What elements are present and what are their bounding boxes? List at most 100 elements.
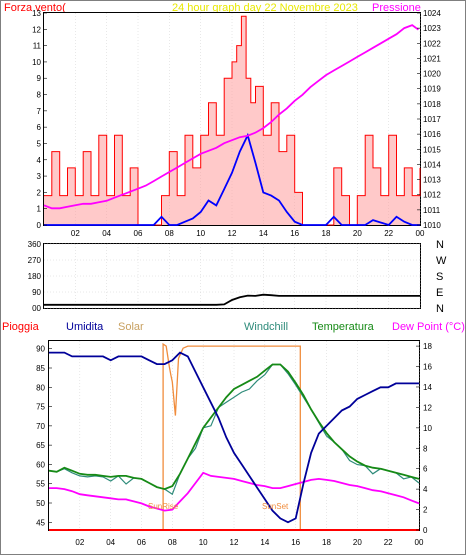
wind-tick-label: 2 [37,188,42,197]
x-tick-label: 06 [137,538,146,547]
wind-tick-label: 11 [33,42,42,51]
windchill-line [48,363,420,496]
pressure-tick-label: 1021 [423,54,441,63]
compass-label-n-top: N [436,239,444,251]
humidity-tick-label: 60 [36,460,45,469]
wind-average-series [44,132,420,227]
x-tick-label: 18 [322,229,331,238]
temperature-tick-label: 18 [423,342,432,351]
direction-tick-label: 360 [28,240,42,249]
x-tick-label: 00 [415,538,424,547]
wind-direction-line [44,293,420,306]
wind-tick-label: 6 [37,123,42,132]
compass-label-s: S [436,271,443,283]
x-tick-label: 20 [353,229,362,238]
pressure-tick-label: 1014 [423,160,441,169]
humidity-tick-label: 80 [36,383,45,392]
pressure-axis-ticks: 1010 1011 1012 1013 1014 1015 1016 1017 1018 1019… [417,9,441,230]
wind-tick-label: 3 [37,172,42,181]
x-tick-label: 02 [71,229,80,238]
temperature-tick-label: 10 [423,424,432,433]
wind-tick-label: 0 [37,221,42,230]
pressure-tick-label: 1023 [423,24,441,33]
direction-tick-label: 00 [32,304,41,313]
x-tick-label: 04 [102,229,111,238]
compass-label-e: E [436,287,443,299]
x-tick-label: 22 [384,229,393,238]
temperature-tick-label: 2 [423,506,428,515]
header-title: 24 hour graph day 22 Novembre 2023 [172,2,358,14]
hour-axis-ticks: 02 04 06 08 10 12 14 16 18 20 22 00 [71,229,425,238]
x-tick-label: 22 [384,538,393,547]
x-tick-label: 16 [291,538,300,547]
pressure-tick-label: 1013 [423,176,441,185]
wind-direction-plot-area [43,243,421,309]
x-tick-label: 06 [134,229,143,238]
x-tick-label: 14 [260,538,269,547]
legend-dew-point: Dew Point (°C) [392,321,465,333]
x-tick-label: 14 [259,229,268,238]
compass-labels: N W S E N [436,239,447,315]
humidity-tick-label: 70 [36,422,45,431]
wind-tick-label: 10 [32,58,41,67]
pressure-tick-label: 1015 [423,145,441,154]
humidity-line [49,351,419,524]
humidity-tick-label: 85 [36,364,45,373]
temperature-tick-label: 16 [423,363,432,372]
x-tick-label: 02 [75,538,84,547]
compass-label-n-bottom: N [436,303,444,315]
solar-series [162,342,301,530]
wind-average-line [44,132,420,227]
wind-tick-label: 13 [32,9,41,18]
humidity-tick-label: 45 [36,518,45,527]
pressure-tick-label: 1011 [423,206,441,215]
direction-tick-label: 270 [28,256,42,265]
pressure-tick-label: 1017 [423,115,441,124]
compass-label-w: W [436,255,447,267]
x-tick-label: 08 [165,229,174,238]
temperature-tick-label: 4 [423,485,428,494]
pressure-tick-label: 1019 [423,85,441,94]
temperature-line [48,363,420,491]
x-tick-label: 18 [322,538,331,547]
pressure-tick-label: 1012 [423,191,441,200]
humidity-tick-label: 50 [36,499,45,508]
x-tick-label: 12 [230,538,239,547]
pressure-line [43,24,419,210]
wind-gust-line [44,15,421,226]
temperature-tick-label: 0 [423,526,428,535]
x-tick-label: 00 [416,229,425,238]
wind-direction-panel: 00 90 180 270 360 N W S E N [28,239,447,315]
sunrise-annotation: SunRise [148,502,179,511]
temperature-tick-label: 14 [423,383,432,392]
humidity-tick-label: 55 [36,480,45,489]
wind-tick-label: 7 [37,107,42,116]
x-tick-label: 08 [168,538,177,547]
pressure-tick-label: 1018 [423,100,441,109]
pressure-tick-label: 1020 [423,70,441,79]
x-tick-label: 04 [106,538,115,547]
x-tick-label: 16 [290,229,299,238]
pressure-tick-label: 1016 [423,130,441,139]
temp-humidity-series [48,351,420,524]
hour-axis-ticks-bottom: 02 04 06 08 10 12 14 16 18 20 22 00 [75,538,424,547]
pressure-tick-label: 1024 [423,9,441,18]
legend-solar: Solar [118,321,144,333]
pressure-series [43,24,419,210]
wind-tick-label: 5 [37,139,42,148]
pressure-tick-label: 1010 [423,221,441,230]
direction-tick-label: 180 [28,272,42,281]
humidity-tick-label: 75 [36,403,45,412]
wind-tick-label: 12 [32,25,41,34]
direction-tick-label: 90 [32,288,41,297]
legend-umidita: Umidita [66,321,104,333]
humidity-tick-label: 90 [36,345,45,354]
wind-tick-label: 9 [37,74,42,83]
solar-line [162,342,301,530]
wind-gust-series [44,15,421,226]
wind-direction-series [44,293,420,306]
